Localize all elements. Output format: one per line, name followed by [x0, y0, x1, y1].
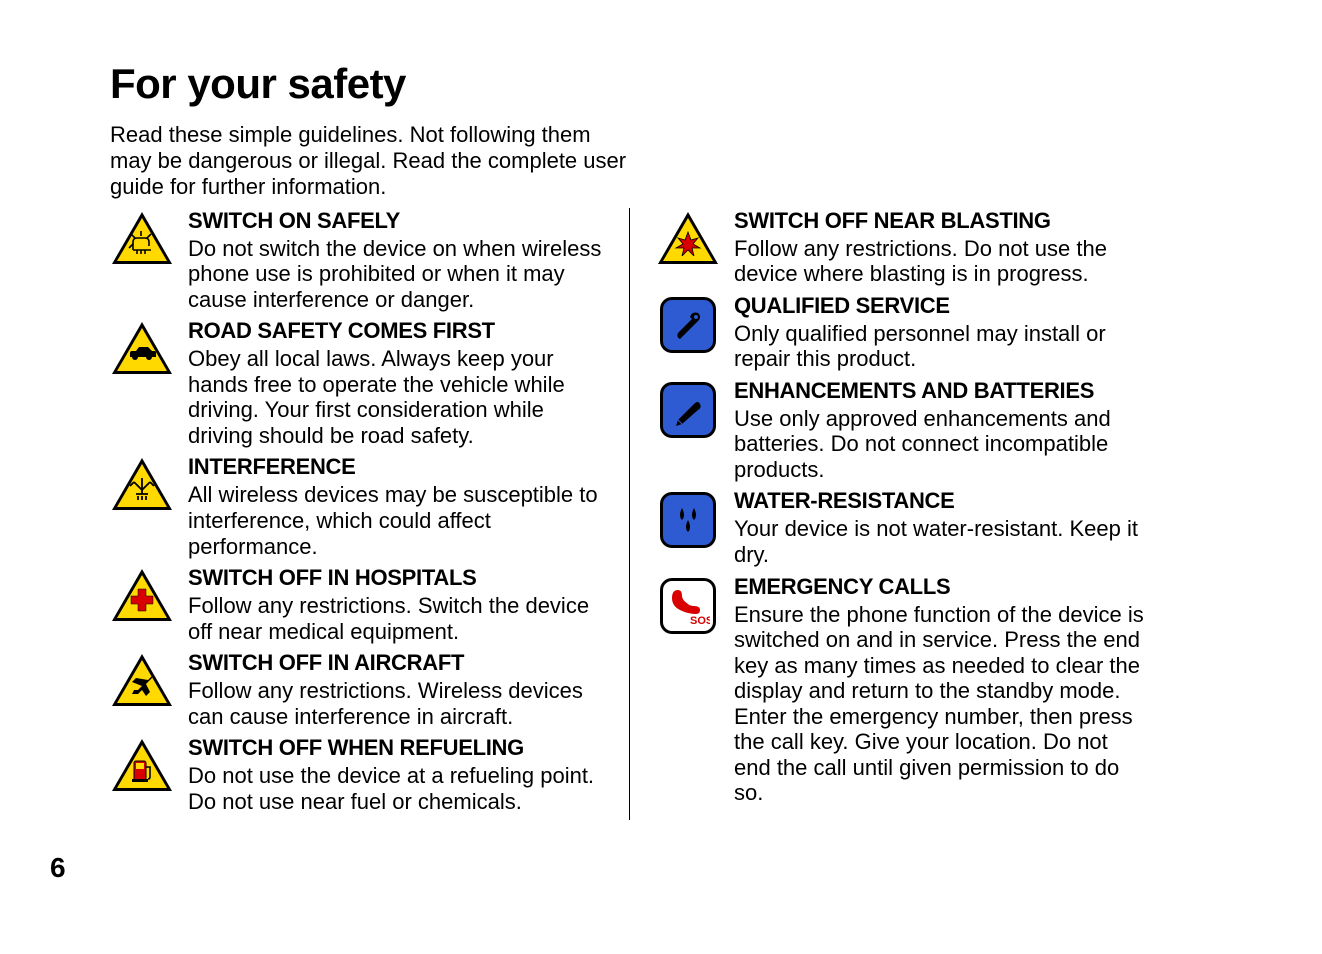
item-title: EMERGENCY CALLS [734, 574, 1150, 600]
item-title: ENHANCEMENTS AND BATTERIES [734, 378, 1150, 404]
item-text: Only qualified personnel may install or … [734, 321, 1150, 372]
wrench-icon [656, 293, 720, 353]
fuel-icon [110, 735, 174, 791]
right-column: SWITCH OFF NEAR BLASTING Follow any rest… [630, 208, 1150, 820]
item-title: SWITCH OFF IN HOSPITALS [188, 565, 603, 591]
pen-icon [656, 378, 720, 438]
safety-item: INTERFERENCE All wireless devices may be… [110, 454, 603, 559]
safety-item: QUALIFIED SERVICE Only qualified personn… [656, 293, 1150, 372]
safety-item: SWITCH OFF IN AIRCRAFT Follow any restri… [110, 650, 603, 729]
item-text: Follow any restrictions. Do not use the … [734, 236, 1150, 287]
page: For your safety Read these simple guidel… [0, 0, 1322, 954]
plane-icon [110, 650, 174, 706]
item-text: Ensure the phone function of the device … [734, 602, 1150, 806]
safety-item: ROAD SAFETY COMES FIRST Obey all local l… [110, 318, 603, 448]
water-icon [656, 488, 720, 548]
item-title: WATER-RESISTANCE [734, 488, 1150, 514]
item-text: Follow any restrictions. Wireless device… [188, 678, 603, 729]
item-text: Follow any restrictions. Switch the devi… [188, 593, 603, 644]
blast-icon [656, 208, 720, 264]
item-text: All wireless devices may be susceptible … [188, 482, 603, 559]
page-title: For your safety [110, 60, 1262, 108]
car-icon [110, 318, 174, 374]
item-text: Use only approved enhancements and batte… [734, 406, 1150, 483]
safety-item: WATER-RESISTANCE Your device is not wate… [656, 488, 1150, 567]
item-title: SWITCH OFF NEAR BLASTING [734, 208, 1150, 234]
safety-item: SOS EMERGENCY CALLS Ensure the phone fun… [656, 574, 1150, 806]
item-title: SWITCH OFF IN AIRCRAFT [188, 650, 603, 676]
columns: SWITCH ON SAFELY Do not switch the devic… [110, 208, 1262, 820]
cross-icon [110, 565, 174, 621]
page-number: 6 [50, 852, 66, 884]
safety-item: SWITCH OFF NEAR BLASTING Follow any rest… [656, 208, 1150, 287]
item-text: Your device is not water-resistant. Keep… [734, 516, 1150, 567]
item-text: Obey all local laws. Always keep your ha… [188, 346, 603, 448]
item-title: QUALIFIED SERVICE [734, 293, 1150, 319]
item-text: Do not use the device at a refueling poi… [188, 763, 603, 814]
safety-item: ENHANCEMENTS AND BATTERIES Use only appr… [656, 378, 1150, 483]
intro-text: Read these simple guidelines. Not follow… [110, 122, 630, 200]
left-column: SWITCH ON SAFELY Do not switch the devic… [110, 208, 630, 820]
safety-item: SWITCH OFF IN HOSPITALS Follow any restr… [110, 565, 603, 644]
antenna-icon [110, 454, 174, 510]
item-text: Do not switch the device on when wireles… [188, 236, 603, 313]
item-title: ROAD SAFETY COMES FIRST [188, 318, 603, 344]
hand-icon [110, 208, 174, 264]
safety-item: SWITCH OFF WHEN REFUELING Do not use the… [110, 735, 603, 814]
item-title: SWITCH OFF WHEN REFUELING [188, 735, 603, 761]
safety-item: SWITCH ON SAFELY Do not switch the devic… [110, 208, 603, 313]
item-title: INTERFERENCE [188, 454, 603, 480]
sos-icon: SOS [656, 574, 720, 634]
svg-text:SOS: SOS [690, 615, 710, 627]
item-title: SWITCH ON SAFELY [188, 208, 603, 234]
